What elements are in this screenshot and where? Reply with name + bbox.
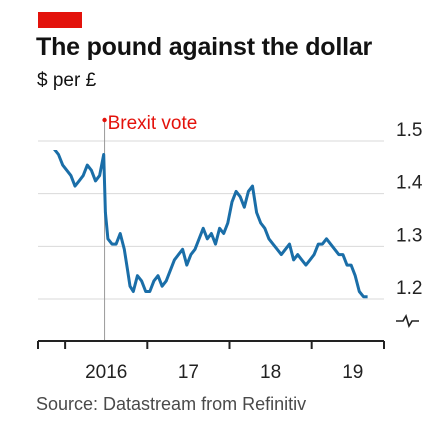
- axis-break-icon: [396, 314, 419, 328]
- y-axis-labels: 1.5 1.4 1.3 1.2: [396, 120, 423, 299]
- x-tick-label: 18: [260, 362, 281, 383]
- annotation-group: Brexit vote: [102, 113, 197, 341]
- source-note: Source: Datastream from Refinitiv: [36, 394, 307, 414]
- y-tick-label: 1.2: [396, 278, 422, 299]
- brand-accent-bar: [38, 12, 82, 28]
- x-tick-label: 19: [342, 362, 363, 383]
- x-tick-label: 2016: [85, 362, 127, 383]
- y-tick-label: 1.3: [396, 225, 422, 246]
- series-group: [53, 150, 368, 299]
- series-line: [53, 150, 368, 299]
- chart-title: The pound against the dollar: [36, 33, 373, 61]
- annotation-marker: [102, 117, 107, 123]
- x-axis: 2016 17 18 19: [37, 340, 385, 383]
- gridlines: [38, 140, 384, 300]
- y-tick-label: 1.5: [396, 120, 422, 141]
- axis-break-mark: [396, 314, 419, 328]
- x-tick-label: 17: [178, 362, 199, 383]
- chart-subtitle: $ per £: [37, 70, 97, 91]
- annotation-label: Brexit vote: [108, 113, 198, 134]
- y-tick-label: 1.4: [396, 173, 423, 194]
